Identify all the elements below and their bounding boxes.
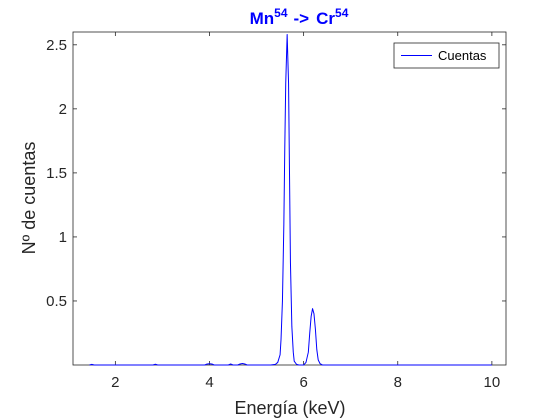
x-tick-label: 6 [299, 374, 307, 391]
y-axis-ticks: 0.5 1 1.5 2 2.5 [46, 37, 506, 310]
x-axis-ticks: 2 4 6 8 10 [111, 32, 500, 391]
x-tick-label: 8 [394, 374, 402, 391]
title-sup2: 54 [335, 6, 349, 20]
x-tick-label: 4 [205, 374, 213, 391]
y-tick-label: 2.5 [46, 37, 67, 54]
title-part1: Mn [250, 9, 275, 28]
series-group [89, 34, 492, 366]
legend-label: Cuentas [438, 48, 487, 63]
x-tick-label: 10 [484, 374, 501, 391]
x-axis-label: Energía (keV) [234, 398, 345, 418]
title-part2: Cr [316, 9, 335, 28]
y-tick-label: 1 [59, 229, 67, 246]
series-line-cuentas [89, 34, 492, 366]
y-axis-label: Nº de cuentas [19, 142, 39, 255]
chart-title: Mn54 -> Cr54 [250, 6, 349, 28]
y-tick-label: 0.5 [46, 293, 67, 310]
y-tick-label: 2 [59, 101, 67, 118]
title-arrow: -> [294, 9, 310, 28]
legend: Cuentas [393, 42, 500, 69]
x-tick-label: 2 [111, 374, 119, 391]
title-sup1: 54 [274, 6, 288, 20]
y-tick-label: 1.5 [46, 165, 67, 182]
